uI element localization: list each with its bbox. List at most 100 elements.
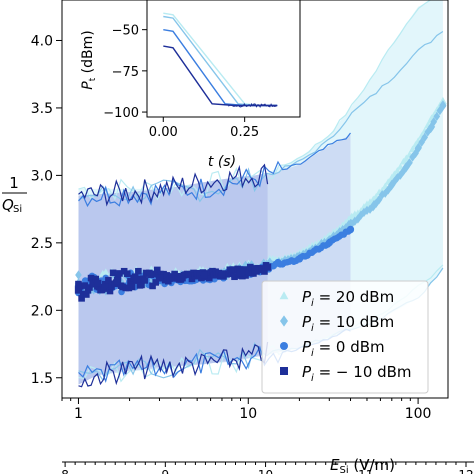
point — [105, 276, 112, 284]
secondary-tick-label: 8 — [61, 468, 69, 474]
point — [397, 170, 404, 180]
point — [92, 275, 100, 283]
main-plot-frame — [61, 0, 449, 399]
x-tick-label: 100 — [405, 406, 432, 422]
point — [400, 166, 407, 176]
inset-y-axis-label: Pt (dBm) — [80, 30, 98, 90]
secondary-tick-label: 10 — [258, 468, 273, 474]
point — [78, 295, 85, 302]
point — [394, 173, 401, 183]
secondary-tick-label: 12 — [458, 468, 473, 474]
inset-lines — [163, 12, 278, 108]
legend-marker — [280, 367, 288, 375]
point — [396, 163, 405, 170]
data-point — [264, 263, 272, 271]
point — [354, 214, 362, 224]
legend-label: Pi = 0 dBm — [302, 338, 385, 359]
y-tick-label: 2.5 — [31, 236, 53, 252]
point — [424, 127, 432, 137]
point — [261, 268, 268, 275]
point — [141, 277, 148, 284]
inset-y-tick-label: −100 — [103, 106, 139, 121]
point — [103, 283, 111, 290]
inset-line-3 — [163, 45, 278, 107]
inset-frame — [146, 0, 301, 118]
inset-noise-floor — [228, 102, 278, 108]
x-tick-label: 1 — [74, 406, 83, 422]
data-point — [295, 255, 303, 263]
point — [148, 275, 155, 285]
point — [421, 132, 428, 143]
main-y-ticks: 1.5 2.0 2.5 3.0 3.5 4.0 — [31, 33, 62, 387]
point — [83, 291, 90, 298]
data-point — [346, 225, 355, 233]
legend-marker — [279, 291, 289, 300]
secondary-tick-label: 11 — [358, 468, 373, 474]
legend-item-1: Pi = 10 dBm — [280, 313, 394, 334]
data-point — [325, 239, 333, 247]
legend-label: Pi = 20 dBm — [302, 288, 394, 309]
secondary-x-axis: 8 9 10 11 12 — [61, 461, 474, 474]
y-tick-label: 4.0 — [31, 33, 53, 49]
inset-x-tick-label: 0.00 — [149, 125, 178, 140]
data-point — [439, 100, 447, 111]
point — [135, 267, 142, 275]
point — [245, 269, 253, 277]
series-3-points — [74, 262, 272, 302]
upper-envelope-lines — [78, 0, 444, 208]
data-point — [427, 121, 436, 132]
data-point — [74, 286, 83, 294]
y-tick-label: 2.0 — [31, 303, 53, 319]
main-x-ticks: 1 10 100 — [61, 398, 432, 422]
data-point — [94, 279, 102, 287]
data-points — [74, 96, 447, 302]
point — [124, 270, 131, 278]
data-point — [346, 214, 355, 222]
point — [363, 200, 371, 207]
point — [418, 137, 425, 147]
data-point — [218, 270, 226, 278]
point — [408, 145, 417, 153]
point — [150, 270, 158, 278]
point — [231, 273, 238, 281]
point — [86, 284, 93, 291]
data-point — [414, 143, 422, 154]
inset-y-tick-label: −75 — [112, 65, 139, 80]
x-tick-label: 10 — [239, 406, 257, 422]
point — [138, 281, 145, 289]
point — [128, 283, 136, 291]
legend-marker — [280, 315, 288, 327]
lower-line-series-3 — [78, 341, 269, 388]
data-point — [251, 266, 259, 274]
legend-item-2: Pi = 0 dBm — [280, 338, 385, 359]
inset-y-tick-label: −50 — [112, 24, 139, 39]
point — [433, 111, 441, 122]
inset-chart: 0.00 0.25 −50 −75 −100 t (s) Pt (dBm) — [80, 0, 301, 170]
secondary-tick-label: 9 — [162, 468, 170, 474]
legend-label: Pi = − 10 dBm — [302, 363, 412, 384]
point — [363, 205, 371, 216]
point — [106, 287, 114, 295]
data-point — [177, 272, 185, 281]
point — [366, 204, 374, 214]
point — [406, 158, 413, 168]
data-point — [236, 268, 245, 277]
data-point — [388, 179, 396, 190]
upper-line-series-3 — [78, 163, 269, 207]
inset-x-axis-label: t (s) — [208, 154, 236, 170]
y-label-numerator: 1 — [9, 174, 19, 192]
legend-marker — [280, 342, 288, 350]
legend-item-0: Pi = 20 dBm — [279, 288, 394, 309]
point — [76, 283, 84, 290]
y-label-subscript: Si — [13, 204, 22, 215]
data-point — [133, 275, 141, 283]
point — [430, 117, 438, 127]
point — [102, 268, 110, 276]
point — [234, 265, 241, 273]
point — [393, 167, 401, 174]
point — [149, 282, 156, 290]
secondary-axis-ticks: 8 9 10 11 12 — [61, 462, 474, 474]
main-y-axis-label: 1 Q Si — [2, 174, 27, 215]
upper-line-series-2 — [78, 132, 351, 208]
